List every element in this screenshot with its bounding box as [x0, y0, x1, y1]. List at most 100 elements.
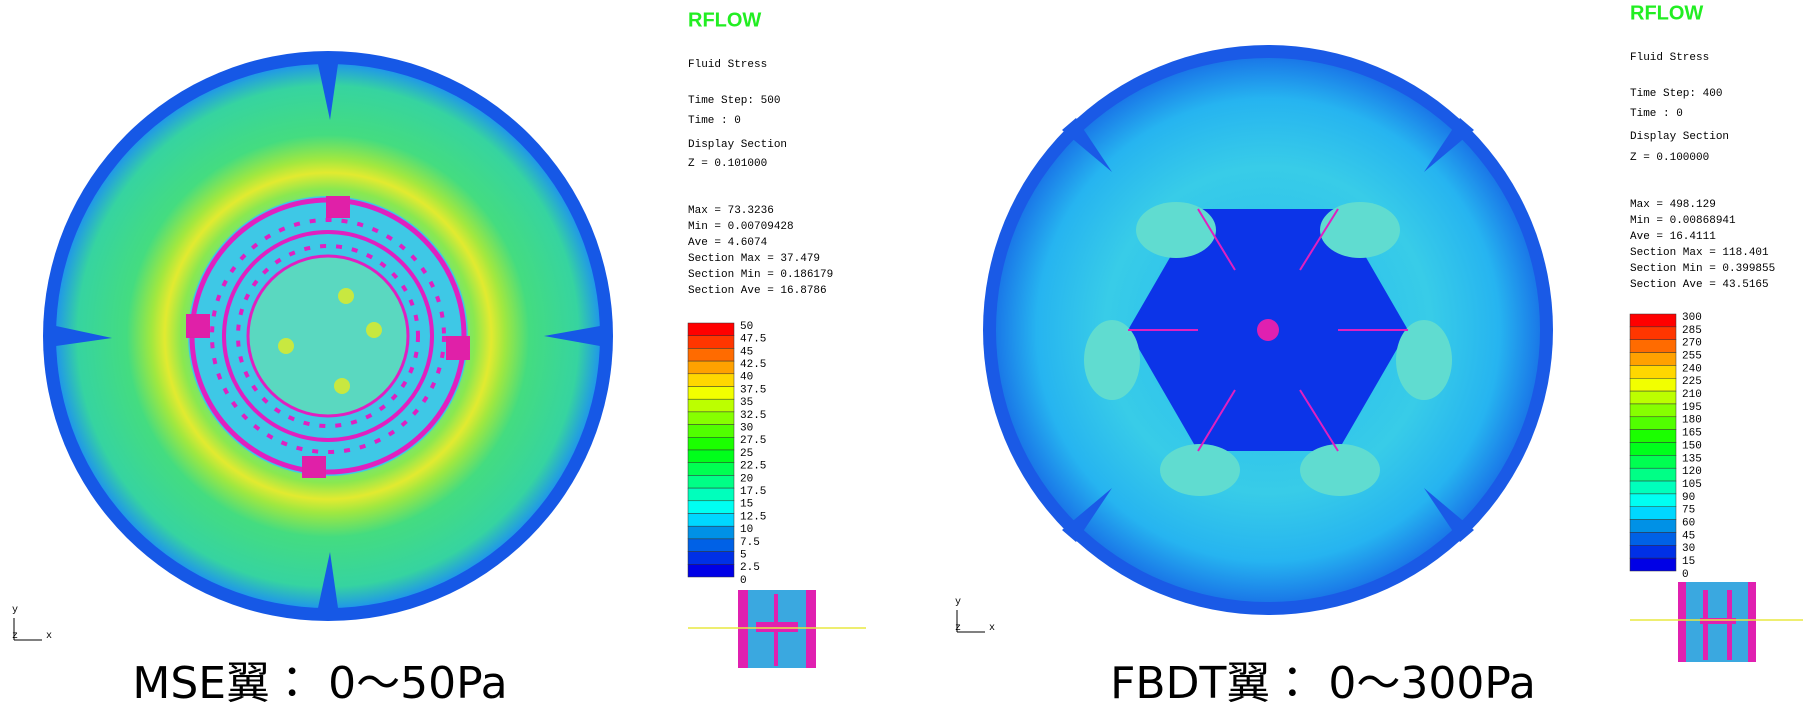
- colorbar-label: 240: [1682, 363, 1702, 375]
- colorbar-cell: [1630, 494, 1676, 507]
- colorbar-cell: [688, 399, 734, 412]
- contour-plot-1: [43, 51, 613, 621]
- axis-label-x: x: [46, 631, 52, 642]
- colorbar-label: 150: [1682, 440, 1702, 452]
- colorbar-label: 45: [740, 346, 753, 358]
- colorbar-cell: [688, 412, 734, 425]
- colorbar-label: 180: [1682, 415, 1702, 427]
- colorbar-cell: [1630, 481, 1676, 494]
- section-inset-2: [1630, 582, 1803, 662]
- colorbar-cell: [688, 514, 734, 527]
- colorbar-label: 30: [1682, 543, 1695, 555]
- colorbar-label: 5: [740, 550, 747, 562]
- stat-line: Ave = 16.4111: [1630, 231, 1716, 243]
- colorbar-label: 45: [1682, 530, 1695, 542]
- solver-name: RFLOW: [1630, 2, 1703, 24]
- stat-line: Ave = 4.6074: [688, 237, 768, 249]
- shape: [1084, 320, 1140, 400]
- section-label: Display Section: [688, 139, 787, 151]
- colorbar-cell: [688, 564, 734, 577]
- colorbar-cell: [688, 552, 734, 565]
- colorbar-label: 10: [740, 524, 753, 536]
- colorbar-label: 27.5: [740, 435, 766, 447]
- colorbar-cell: [688, 336, 734, 349]
- colorbar-label: 195: [1682, 402, 1702, 414]
- colorbar-label: 105: [1682, 479, 1702, 491]
- colorbar-cell: [688, 539, 734, 552]
- section: Z = 0.101000: [688, 158, 767, 170]
- colorbar-label: 17.5: [740, 486, 766, 498]
- shape: [774, 594, 778, 666]
- section-label: Display Section: [1630, 131, 1729, 143]
- colorbar-cell: [688, 475, 734, 488]
- colorbar-cell: [688, 450, 734, 463]
- colorbar-cell: [688, 387, 734, 400]
- colorbar-label: 30: [740, 423, 753, 435]
- screenshot: RFLOWFluid StressTime Step: 500Time : 0D…: [0, 0, 1803, 706]
- colorbar-label: 40: [740, 372, 753, 384]
- stat-line: Section Min = 0.186179: [688, 269, 833, 281]
- colorbar-cell: [688, 526, 734, 539]
- colorbar-cell: [1630, 417, 1676, 430]
- shape: [278, 338, 294, 354]
- shape: [806, 590, 816, 668]
- shape: [738, 590, 748, 668]
- colorbar-cell: [688, 374, 734, 387]
- colorbar-cell: [688, 348, 734, 361]
- colorbar-cell: [1630, 558, 1676, 571]
- time: Time : 0: [688, 115, 741, 127]
- shape: [326, 196, 350, 218]
- quantity: Fluid Stress: [1630, 52, 1709, 64]
- caption: MSE翼： 0～50Pa: [132, 658, 507, 706]
- shape: [338, 288, 354, 304]
- colorbar-cell: [688, 437, 734, 450]
- colorbar-label: 20: [740, 473, 753, 485]
- axis-label-z: z: [955, 623, 961, 634]
- stat-line: Section Max = 118.401: [1630, 247, 1769, 259]
- shape: [1703, 590, 1708, 660]
- colorbar-cell: [1630, 365, 1676, 378]
- section-inset-1: [688, 590, 866, 668]
- colorbar-cell: [1630, 430, 1676, 443]
- colorbar-cell: [1630, 468, 1676, 481]
- shape: [1678, 582, 1686, 662]
- colorbar-label: 0: [1682, 569, 1689, 581]
- colorbar-label: 7.5: [740, 537, 760, 549]
- shape: [248, 256, 408, 416]
- shape: [186, 314, 210, 338]
- shape: [1700, 618, 1736, 624]
- stat-line: Max = 73.3236: [688, 205, 774, 217]
- colorbar-label: 32.5: [740, 410, 766, 422]
- colorbar-cell: [1630, 404, 1676, 417]
- colorbar-cell: [1630, 532, 1676, 545]
- colorbar-cell: [1630, 507, 1676, 520]
- axis-label-y: y: [12, 605, 18, 616]
- stat-line: Max = 498.129: [1630, 199, 1716, 211]
- colorbar-label: 12.5: [740, 511, 766, 523]
- time-step: Time Step: 400: [1630, 88, 1722, 100]
- shape: [1300, 444, 1380, 496]
- colorbar-label: 0: [740, 575, 747, 587]
- colorbar-label: 50: [740, 321, 753, 333]
- colorbar-cell: [1630, 378, 1676, 391]
- colorbar-label: 225: [1682, 376, 1702, 388]
- section: Z = 0.100000: [1630, 152, 1709, 164]
- colorbar-cell: [1630, 455, 1676, 468]
- colorbar-cell: [688, 361, 734, 374]
- colorbar-label: 22.5: [740, 461, 766, 473]
- shape: [1320, 202, 1400, 258]
- axis-label-y: y: [955, 597, 961, 608]
- colorbar-cell: [1630, 443, 1676, 456]
- colorbar-cell: [1630, 520, 1676, 533]
- colorbar-label: 60: [1682, 518, 1695, 530]
- stat-line: Min = 0.00868941: [1630, 215, 1736, 227]
- stat-line: Min = 0.00709428: [688, 221, 794, 233]
- shape: [1160, 444, 1240, 496]
- colorbar-label: 285: [1682, 325, 1702, 337]
- colorbar-label: 135: [1682, 453, 1702, 465]
- stat-line: Section Max = 37.479: [688, 253, 820, 265]
- shape: [366, 322, 382, 338]
- colorbar-label: 120: [1682, 466, 1702, 478]
- colorbar-cell: [1630, 391, 1676, 404]
- solver-name: RFLOW: [688, 9, 761, 31]
